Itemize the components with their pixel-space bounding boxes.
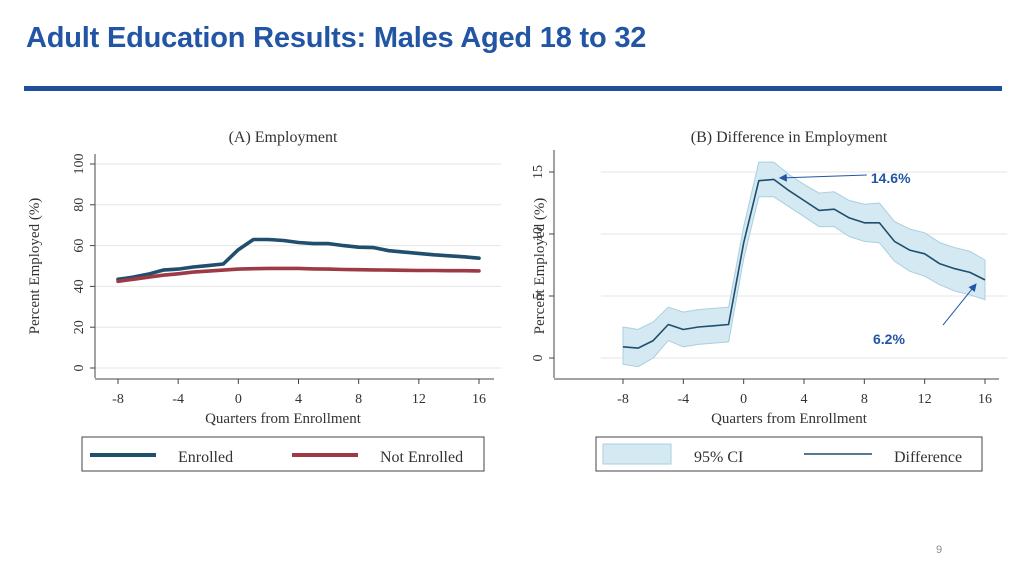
chart-b-xtick-label: 8 xyxy=(861,392,868,407)
chart-b-xtick-label: 12 xyxy=(918,392,932,407)
legend-difference-label: Difference xyxy=(894,449,962,466)
chart-b-xtick-label: 4 xyxy=(801,392,808,407)
chart-a-ytick-label: 0 xyxy=(72,365,87,372)
chart-a-title: (A) Employment xyxy=(229,129,338,146)
annotation-peak-label: 14.6% xyxy=(871,170,911,186)
difference-chart: (B) Difference in Employment Percent Emp… xyxy=(531,129,1007,472)
chart-b-xtick-label: 0 xyxy=(740,392,747,407)
annotation-end-label: 6.2% xyxy=(873,331,905,347)
chart-a-ytick-label: 60 xyxy=(72,239,87,253)
chart-b-xtick-label: 16 xyxy=(978,392,992,407)
chart-a-ylabel: Percent Employed (%) xyxy=(27,198,43,335)
page-number: 9 xyxy=(936,544,943,556)
chart-a-xtick-label: -8 xyxy=(112,392,124,407)
ci-band xyxy=(622,161,986,368)
legend-ci-swatch xyxy=(602,443,672,465)
chart-b-title: (B) Difference in Employment xyxy=(691,129,888,146)
chart-a-ytick-label: 80 xyxy=(72,198,87,212)
chart-a-legend: Enrolled Not Enrolled xyxy=(81,436,485,472)
chart-a-ytick-label: 100 xyxy=(72,154,87,175)
chart-b-ytick-label: 5 xyxy=(531,293,546,300)
chart-b-ytick-label: 0 xyxy=(531,355,546,362)
chart-b-ytick-label: 10 xyxy=(531,227,546,241)
chart-a-xtick-label: 4 xyxy=(295,392,302,407)
chart-a-ytick-label: 40 xyxy=(72,279,87,293)
title-rule xyxy=(24,86,1002,91)
chart-b-xtick-label: -8 xyxy=(617,392,629,407)
chart-a-xtick-label: -4 xyxy=(172,392,184,407)
chart-a-xtick-label: 16 xyxy=(472,392,486,407)
chart-b-xlabel: Quarters from Enrollment xyxy=(711,411,868,427)
not-enrolled-line xyxy=(116,266,481,284)
employment-chart: (A) Employment Percent Employed (%) Quar… xyxy=(27,129,501,472)
annotation-arrow-peak xyxy=(778,173,867,182)
chart-b-xtick-label: -4 xyxy=(677,392,689,407)
slide-title: Adult Education Results: Males Aged 18 t… xyxy=(26,22,647,54)
chart-a-xlabel: Quarters from Enrollment xyxy=(205,411,362,427)
legend-enrolled-label: Enrolled xyxy=(178,449,233,466)
legend-not-enrolled-label: Not Enrolled xyxy=(380,449,463,466)
chart-a-ytick-label: 20 xyxy=(72,320,87,334)
legend-ci-label: 95% CI xyxy=(694,449,743,466)
chart-b-ylabel: Percent Employed (%) xyxy=(532,198,548,335)
chart-a-xtick-label: 8 xyxy=(355,392,362,407)
chart-a-xtick-label: 0 xyxy=(235,392,242,407)
chart-b-legend: 95% CI Difference xyxy=(595,436,983,472)
chart-a-xtick-label: 12 xyxy=(412,392,426,407)
annotation-arrow-end xyxy=(942,283,977,326)
enrolled-line xyxy=(116,237,481,282)
difference-line xyxy=(622,178,986,349)
chart-b-ytick-label: 15 xyxy=(531,165,546,179)
